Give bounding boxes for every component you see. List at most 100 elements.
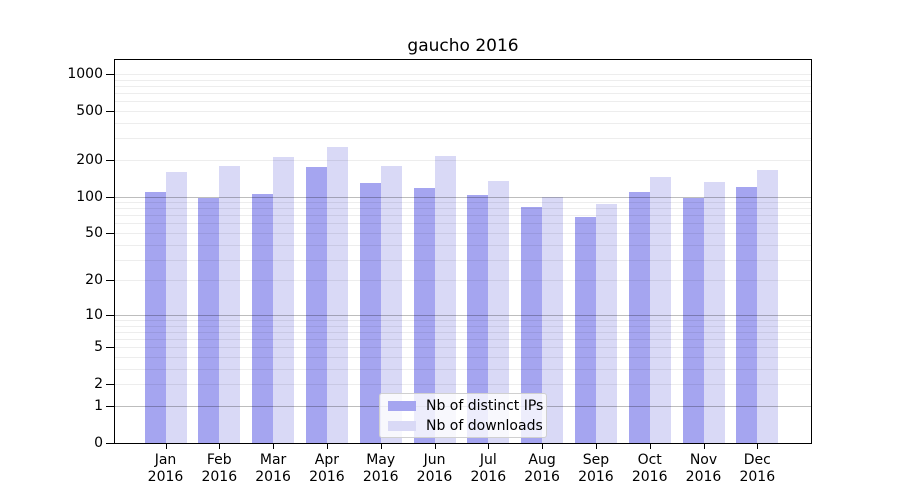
x-tick-mark <box>542 444 544 449</box>
bar-sep-downloads <box>595 203 617 443</box>
plot-area: Nb of distinct IPs Nb of downloads <box>114 59 812 444</box>
bar-jul-downloads <box>488 181 510 443</box>
x-tick-mark <box>649 444 651 449</box>
x-tick-label: Dec 2016 <box>727 452 787 486</box>
x-tick-year: 2016 <box>578 469 614 485</box>
legend-label-downloads: Nb of downloads <box>426 417 543 434</box>
x-tick-label: Jul 2016 <box>458 452 518 486</box>
x-tick-label: Sep 2016 <box>566 452 626 486</box>
x-tick-mark <box>434 444 436 449</box>
bar-jan-ips <box>144 192 166 443</box>
bar-aug-downloads <box>542 197 564 443</box>
x-tick-mark <box>380 444 382 449</box>
x-tick-year: 2016 <box>739 469 776 485</box>
y-tick-mark <box>106 384 114 386</box>
y-tick-label: 50 <box>85 225 103 241</box>
bar-dec-ips <box>736 186 758 443</box>
x-tick-label: Oct 2016 <box>620 452 680 486</box>
bar-jun-downloads <box>434 156 456 443</box>
x-tick-mark <box>326 444 328 449</box>
x-tick-year: 2016 <box>362 469 399 485</box>
x-tick-year: 2016 <box>416 469 453 485</box>
x-tick-label: Jun 2016 <box>405 452 465 486</box>
x-tick-label: Apr 2016 <box>297 452 357 486</box>
bar-oct-ips <box>628 192 650 443</box>
bar-dec-downloads <box>757 170 779 443</box>
x-tick-mark <box>165 444 167 449</box>
x-tick-label: Aug 2016 <box>512 452 572 486</box>
x-tick-month: Sep <box>582 452 610 468</box>
y-tick-label: 5 <box>94 339 103 356</box>
x-tick-year: 2016 <box>309 469 345 485</box>
bar-oct-downloads <box>649 176 671 443</box>
y-tick-mark <box>106 406 114 407</box>
x-tick-mark <box>757 444 759 449</box>
x-tick-mark <box>703 444 705 449</box>
x-tick-label: Feb 2016 <box>189 452 249 486</box>
x-tick-month: Aug <box>528 452 556 468</box>
bar-mar-downloads <box>273 156 295 443</box>
bar-apr-ips <box>305 166 327 443</box>
x-tick-month: Apr <box>314 452 339 468</box>
x-tick-month: Jan <box>154 452 177 468</box>
y-tick-label: 1000 <box>67 65 103 82</box>
y-tick-label: 10 <box>85 306 103 323</box>
bar-jan-downloads <box>165 171 187 443</box>
y-tick-mark <box>106 443 114 444</box>
x-tick-mark <box>488 444 490 449</box>
bar-may-ips <box>359 183 381 443</box>
x-tick-label: May 2016 <box>351 452 411 486</box>
chart-title: gaucho 2016 <box>407 36 519 56</box>
x-tick-month: Feb <box>206 452 232 468</box>
x-tick-month: Jul <box>479 452 497 468</box>
y-tick-mark <box>106 159 114 161</box>
x-tick-mark <box>219 444 221 449</box>
y-tick-label: 20 <box>85 272 103 289</box>
x-tick-month: Oct <box>637 452 662 468</box>
bar-jul-ips <box>467 195 489 443</box>
x-tick-mark <box>595 444 597 449</box>
y-tick-label: 500 <box>76 102 103 119</box>
y-tick-mark <box>106 347 114 349</box>
bars-layer <box>115 60 811 443</box>
x-tick-label: Nov 2016 <box>674 452 734 486</box>
bar-feb-ips <box>198 197 220 443</box>
bar-may-downloads <box>380 166 402 443</box>
x-tick-month: Dec <box>743 452 771 468</box>
y-tick-mark <box>106 233 114 234</box>
bar-feb-downloads <box>219 165 241 443</box>
x-tick-month: May <box>366 452 396 468</box>
legend-item-downloads: Nb of downloads <box>388 417 543 434</box>
y-tick-mark <box>106 314 114 316</box>
y-tick-mark <box>106 196 114 198</box>
y-tick-label: 200 <box>76 151 103 168</box>
legend-item-distinct-ips: Nb of distinct IPs <box>388 397 544 414</box>
x-tick-year: 2016 <box>631 469 668 485</box>
legend-swatch-downloads <box>388 420 416 431</box>
y-tick-mark <box>106 280 114 282</box>
y-tick-label: 0 <box>94 435 103 451</box>
x-tick-label: Mar 2016 <box>243 452 303 486</box>
x-tick-year: 2016 <box>255 469 291 485</box>
y-tick-label: 100 <box>76 188 103 205</box>
legend-label-distinct-ips: Nb of distinct IPs <box>426 397 544 414</box>
x-tick-year: 2016 <box>201 469 238 485</box>
legend: Nb of distinct IPs Nb of downloads <box>379 393 547 438</box>
x-tick-mark <box>273 444 275 449</box>
y-tick-label: 1 <box>94 398 103 414</box>
y-tick-mark <box>106 73 114 75</box>
x-tick-label: Jan 2016 <box>136 452 196 486</box>
x-tick-year: 2016 <box>685 469 722 485</box>
bar-aug-ips <box>521 207 543 443</box>
x-tick-year: 2016 <box>524 469 560 485</box>
y-tick-label: 2 <box>94 376 103 393</box>
x-tick-year: 2016 <box>147 469 184 485</box>
x-tick-month: Nov <box>689 452 718 468</box>
bar-jun-ips <box>413 188 435 443</box>
x-tick-month: Mar <box>259 452 287 468</box>
legend-swatch-distinct-ips <box>388 400 416 411</box>
bar-nov-downloads <box>703 182 725 443</box>
x-tick-month: Jun <box>423 452 446 468</box>
bar-nov-ips <box>682 198 704 443</box>
